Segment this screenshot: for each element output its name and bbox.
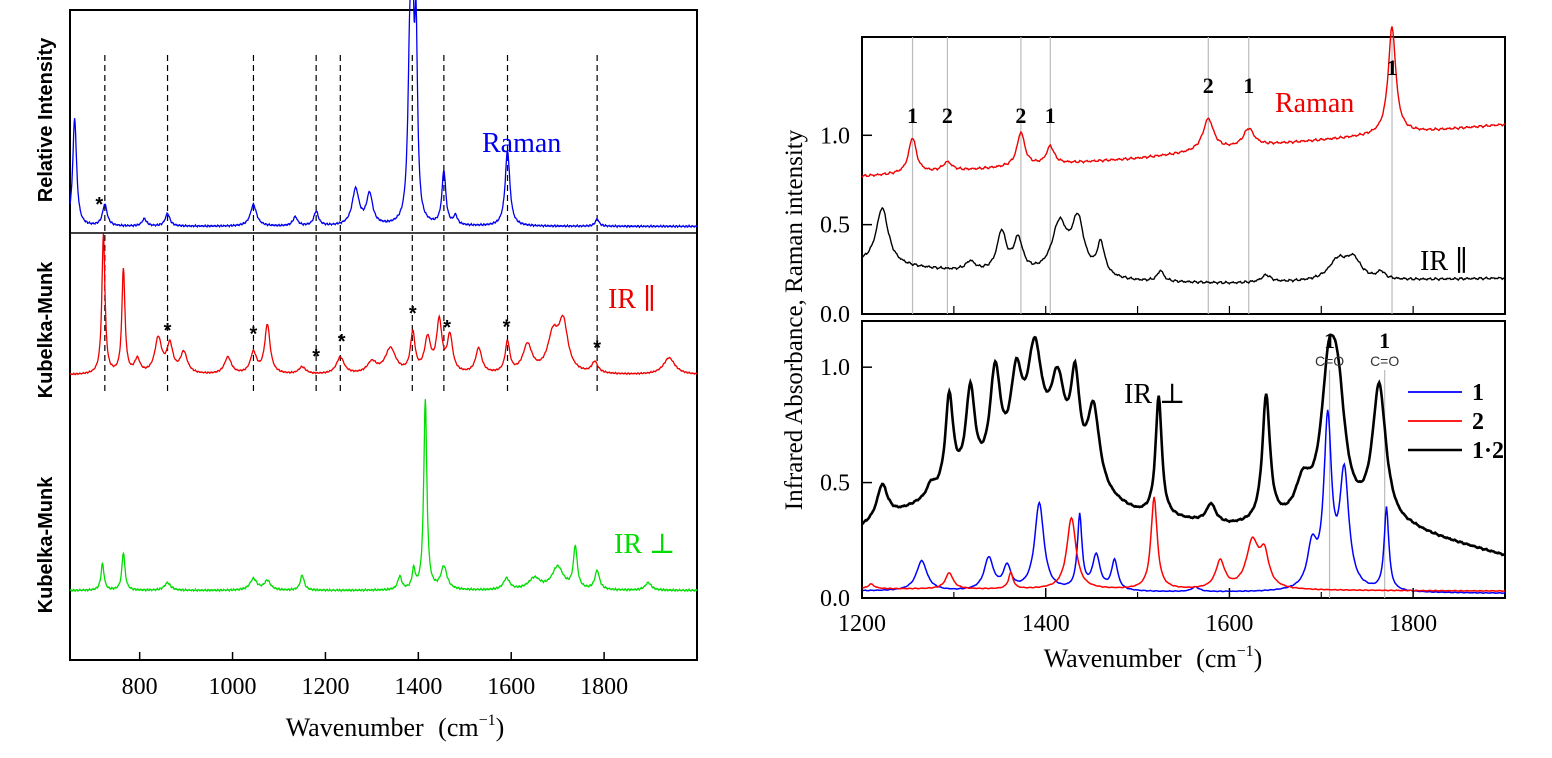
peak-star: * (338, 331, 346, 353)
right-curve-raman (861, 26, 1506, 178)
peak-number-label: 1 (1045, 103, 1056, 128)
left-ylabel-ir-perp: Kubelka-Munk (35, 476, 57, 614)
peak-star: * (250, 323, 258, 345)
right-label-ir-par: IR ∥ (1420, 246, 1468, 277)
left-ylabel-ir-par: Kubelka-Munk (35, 261, 57, 399)
peak-star: * (593, 337, 601, 359)
x-tick-label: 800 (122, 674, 158, 700)
left-stars: * * * * * * * * * (95, 194, 601, 368)
right-bottom-legend: 1 2 1·2 (1408, 380, 1504, 464)
right-xlabel: Wavenumber (cm−1) (1044, 643, 1263, 673)
peak-star: * (443, 317, 451, 339)
left-panel: * * * * * * * * * 800 1000 1200 1400 1600 1800 Relati… (35, 0, 698, 742)
co-peak-number: 1 (1379, 328, 1390, 353)
left-label-raman: Raman (482, 128, 561, 159)
x-tick-label: 1800 (580, 674, 628, 700)
right-ylabel: Infrared Absorbance, Raman intensity (781, 129, 808, 510)
left-curve-ir-perp (69, 399, 698, 593)
x-tick-label: 1400 (1022, 611, 1070, 637)
right-label-raman: Raman (1275, 88, 1354, 119)
right-top-frame (861, 36, 1506, 315)
left-x-ticks: 800 1000 1200 1400 1600 1800 (122, 652, 628, 700)
co-peak-number: 1 (1324, 328, 1335, 353)
legend-label: 2 (1472, 409, 1484, 435)
y-tick-label: 0.0 (820, 302, 850, 328)
co-bond-label: C=O (1315, 353, 1344, 369)
co-bond-label: C=O (1370, 353, 1399, 369)
right-curve-dimer (860, 333, 1506, 557)
peak-star: * (95, 194, 103, 216)
right-bottom-ticks: 0.0 0.5 1.0 1200 1400 1600 1800 (820, 355, 1437, 637)
right-curve-sim-2 (861, 496, 1506, 593)
right-curve-ir-par (861, 206, 1506, 285)
peak-number-label: 1 (1243, 73, 1254, 98)
peak-star: * (409, 303, 417, 325)
left-ylabel-raman: Relative Intensity (35, 37, 57, 202)
x-tick-label: 1600 (487, 674, 535, 700)
peak-number-label: 2 (1015, 103, 1026, 128)
x-tick-label: 1200 (838, 611, 886, 637)
peak-number-label: 1 (907, 103, 918, 128)
right-bottom-vlines (1328, 370, 1386, 598)
peak-number-label: 2 (942, 103, 953, 128)
legend-label: 1·2 (1472, 438, 1504, 464)
legend-label: 1 (1472, 380, 1484, 406)
x-tick-label: 1600 (1205, 611, 1253, 637)
peak-star: * (503, 316, 511, 338)
right-top-curves (861, 26, 1506, 285)
peak-star: * (312, 346, 320, 368)
right-label-ir-perp: IR ⊥ (1124, 379, 1185, 410)
right-curve-sim-1 (861, 409, 1506, 595)
left-curves (69, 0, 698, 593)
left-label-ir-par: IR ∥ (608, 284, 656, 315)
right-bottom-vline-labels: 1C=O1C=O (1315, 328, 1399, 369)
y-tick-label: 1.0 (820, 355, 850, 381)
right-top-ticks: 0.0 0.5 1.0 (820, 123, 1414, 328)
peak-star: * (164, 320, 172, 342)
left-plot-frame (69, 9, 698, 661)
right-top-peak-labels: 1 2 2 12 11 (907, 55, 1397, 128)
x-tick-label: 1000 (209, 674, 257, 700)
y-tick-label: 0.5 (820, 213, 850, 239)
left-curve-ir-par (69, 233, 698, 376)
y-tick-label: 0.5 (820, 471, 850, 497)
left-dashed-markers (104, 55, 598, 395)
x-tick-label: 1200 (301, 674, 349, 700)
x-tick-label: 1400 (394, 674, 442, 700)
peak-number-label: 1 (1387, 55, 1398, 80)
right-bottom-curves (860, 333, 1506, 595)
y-tick-label: 0.0 (820, 586, 850, 612)
right-bottom-frame (861, 320, 1506, 599)
x-tick-label: 1800 (1389, 611, 1437, 637)
left-curve-raman (69, 0, 698, 229)
peak-number-label: 2 (1203, 73, 1214, 98)
left-xlabel: Wavenumber (cm−1) (286, 712, 505, 742)
y-tick-label: 1.0 (820, 123, 850, 149)
left-label-ir-perp: IR ⊥ (614, 529, 675, 560)
right-top-vlines (911, 37, 1393, 314)
